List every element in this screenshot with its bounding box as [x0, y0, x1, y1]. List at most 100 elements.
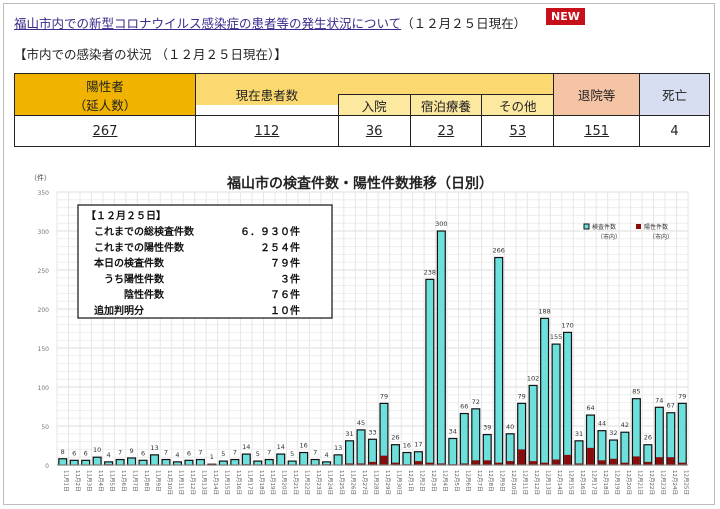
positive-bar	[610, 458, 617, 465]
test-bar	[459, 412, 469, 466]
info-value: １０件	[270, 304, 300, 317]
info-value: ６．９３０件	[240, 225, 300, 238]
test-bar	[551, 343, 561, 466]
test-bar	[436, 230, 446, 466]
bar-value-label: 79	[518, 392, 526, 400]
test-bar	[92, 456, 102, 466]
discharged-link[interactable]: 151	[584, 123, 610, 139]
y-tick-label: 0	[45, 463, 49, 470]
positive-bar	[357, 463, 365, 465]
bar-value-label: 40	[506, 423, 514, 431]
test-bar	[345, 440, 355, 466]
x-tick-label: 12月11日	[522, 470, 529, 495]
bar-value-label: 79	[380, 392, 388, 400]
current-link[interactable]: 112	[254, 123, 280, 139]
bar-value-label: 9	[130, 447, 134, 455]
test-bar	[58, 458, 68, 466]
test-bar	[230, 458, 240, 466]
x-tick-label: 11月17日	[246, 470, 253, 495]
x-tick-label: 12月1日	[407, 470, 414, 492]
positive-bar	[598, 460, 606, 465]
test-bar	[333, 454, 343, 466]
bar-value-label: 42	[621, 421, 629, 429]
x-tick-label: 12月19日	[613, 470, 620, 495]
positive-bar	[369, 461, 376, 465]
bar-value-label: 44	[598, 420, 606, 428]
bar-value-label: 13	[150, 444, 158, 452]
x-tick-label: 11月21日	[292, 470, 299, 495]
test-bar	[149, 454, 160, 466]
x-tick-label: 12月14日	[556, 470, 563, 495]
positive-bar	[552, 459, 560, 465]
test-bar	[241, 453, 251, 466]
bar-value-label: 102	[527, 374, 539, 382]
legend-label: （市内）	[597, 233, 621, 241]
positive-bar	[633, 456, 640, 465]
x-tick-label: 12月13日	[545, 470, 552, 495]
new-badge: NEW	[546, 8, 585, 25]
test-bar	[218, 460, 228, 466]
legend-label: （市内）	[649, 233, 673, 241]
bar-value-label: 300	[435, 220, 447, 228]
positive-bar	[667, 457, 675, 465]
test-bar	[115, 458, 125, 466]
bar-value-label: 7	[164, 449, 168, 457]
info-label: 陰性件数	[94, 288, 165, 301]
positive-bar	[380, 455, 388, 465]
header-death: 死亡	[639, 73, 710, 116]
value-death: 4	[639, 115, 710, 147]
bar-value-label: 5	[290, 450, 294, 458]
lodging-link[interactable]: 23	[437, 123, 455, 139]
bar-value-label: 64	[586, 404, 594, 412]
positive-bar	[564, 454, 571, 465]
x-tick-label: 11月20日	[281, 470, 288, 495]
positive-link[interactable]: 267	[92, 123, 118, 139]
test-bar	[253, 460, 263, 466]
bar-value-label: 31	[345, 430, 353, 438]
x-tick-label: 11月18日	[258, 470, 265, 495]
test-bar	[677, 402, 687, 466]
x-tick-label: 11月10日	[166, 470, 173, 495]
y-axis-label: （件）	[30, 173, 51, 182]
bar-value-label: 238	[424, 268, 436, 276]
status-link[interactable]: 福山市内での新型コロナウイルス感染症の患者等の発生状況について	[14, 16, 402, 31]
test-bar	[138, 459, 148, 466]
test-bar	[540, 317, 550, 466]
bar-value-label: 34	[449, 427, 457, 435]
bar-value-label: 5	[256, 450, 260, 458]
x-tick-label: 12月21日	[636, 470, 643, 495]
positive-bar	[438, 463, 445, 465]
y-tick-label: 200	[38, 307, 50, 314]
x-tick-label: 11月19日	[269, 470, 276, 495]
bar-value-label: 4	[107, 451, 111, 459]
bar-value-label: 4	[325, 451, 329, 459]
test-bar	[402, 451, 412, 466]
bar-value-label: 33	[368, 428, 376, 436]
test-bar	[299, 451, 309, 466]
info-label: 本日の検査件数	[94, 257, 165, 270]
x-tick-label: 11月24日	[327, 470, 334, 495]
value-current: 112	[195, 115, 339, 147]
positive-bar	[644, 461, 652, 465]
other-link[interactable]: 53	[509, 123, 527, 139]
info-box	[77, 204, 333, 319]
test-bar	[574, 440, 584, 466]
x-tick-label: 12月2日	[418, 470, 425, 492]
info-value: ７６件	[270, 288, 300, 301]
positive-bar	[655, 457, 663, 465]
y-tick-label: 250	[38, 268, 50, 275]
x-tick-label: 11月4日	[97, 470, 104, 492]
test-bar	[81, 459, 91, 466]
info-label: うち陽性件数	[94, 272, 165, 285]
bar-value-label: 74	[655, 396, 663, 404]
hospital-link[interactable]: 36	[365, 123, 383, 139]
test-bar	[505, 433, 515, 466]
x-tick-label: 12月20日	[625, 470, 632, 495]
y-tick-label: 150	[38, 346, 50, 353]
bar-value-label: 39	[483, 424, 491, 432]
test-bar	[666, 412, 676, 466]
info-label: これまでの総検査件数	[94, 225, 195, 238]
positive-bar	[575, 463, 583, 465]
page-header: 福山市内での新型コロナウイルス感染症の患者等の発生状況について（１２月２５日現在…	[14, 13, 526, 32]
x-tick-label: 12月10日	[510, 470, 517, 495]
